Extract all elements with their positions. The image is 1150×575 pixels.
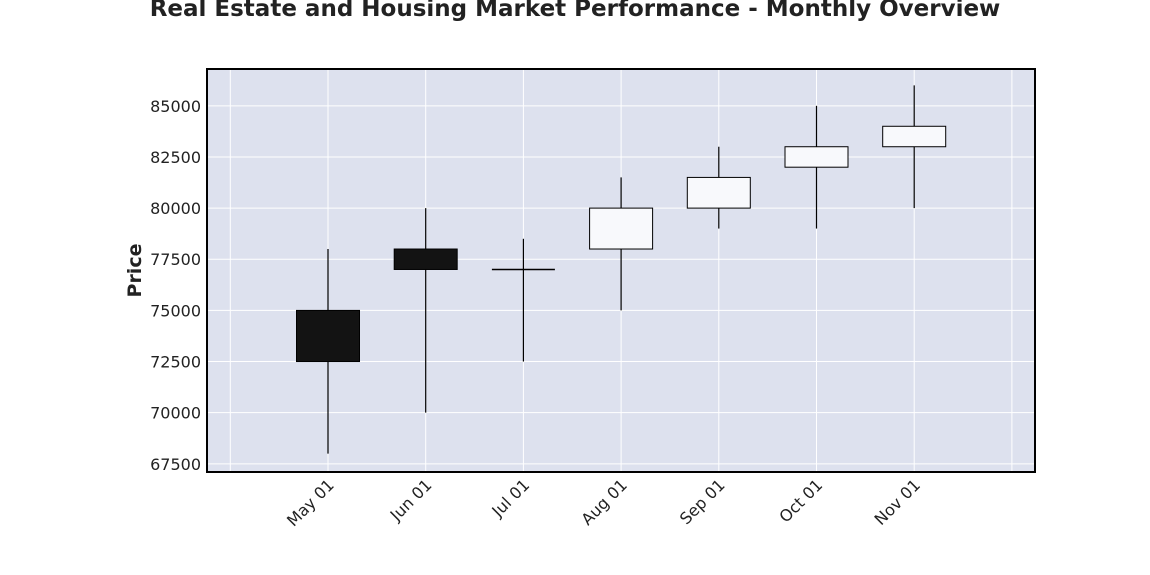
y-tick-label: 80000 (150, 199, 201, 218)
plot-frame (206, 68, 1036, 473)
y-axis-label: Price (124, 244, 146, 298)
x-tick-label: Nov 01 (871, 475, 925, 529)
y-tick-label: 72500 (150, 353, 201, 372)
y-tick-label: 82500 (150, 148, 201, 167)
y-tick-label: 70000 (150, 404, 201, 423)
candle-body (589, 207, 654, 250)
candle (882, 85, 947, 209)
candle-body (882, 125, 947, 148)
x-axis-ticks: May 01 Jun 01 Jul 01 Aug 01 Sep 01 Oct 01 Nov … (283, 475, 924, 530)
candle (296, 249, 360, 454)
candle-body (296, 309, 360, 363)
candles (296, 85, 947, 454)
candle-body (784, 146, 849, 168)
x-tick-label: Oct 01 (775, 475, 826, 526)
x-tick-label: Sep 01 (676, 475, 729, 528)
candle-body (393, 248, 458, 270)
y-axis-ticks: 67500 70000 72500 75000 77500 80000 82500 85000 (150, 97, 201, 474)
candle (686, 146, 751, 229)
y-tick-label: 67500 (150, 455, 201, 474)
candle-body (686, 176, 751, 209)
x-tick-label: Aug 01 (577, 475, 631, 529)
candle (589, 177, 654, 311)
x-tick-label: Jun 01 (386, 475, 436, 525)
y-tick-label: 75000 (150, 301, 201, 320)
candle (784, 105, 849, 229)
chart-title: Real Estate and Housing Market Performan… (149, 0, 1001, 22)
y-tick-label: 85000 (150, 97, 201, 116)
y-tick-label: 77500 (150, 250, 201, 269)
x-tick-label: May 01 (283, 475, 338, 530)
x-tick-label: Jul 01 (487, 475, 533, 521)
candle (393, 208, 458, 413)
candle (491, 238, 555, 362)
